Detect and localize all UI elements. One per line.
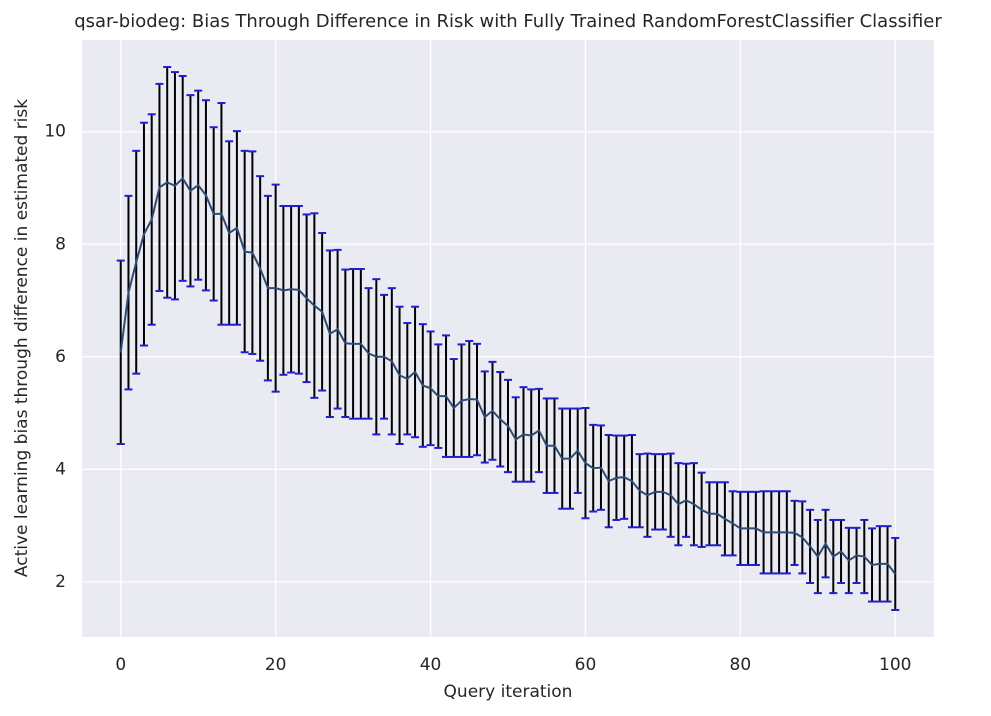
- y-axis-label: Active learning bias through difference …: [12, 99, 32, 577]
- x-tick-label: 60: [575, 655, 597, 675]
- y-tick-label: 8: [55, 234, 66, 254]
- x-tick-label: 0: [115, 655, 126, 675]
- chart-title: qsar-biodeg: Bias Through Difference in …: [74, 11, 942, 32]
- x-tick-label: 40: [420, 655, 442, 675]
- plot-area: [82, 40, 934, 637]
- y-tick-label: 4: [55, 459, 66, 479]
- line: [119, 176, 897, 575]
- x-tick-label: 20: [265, 655, 287, 675]
- x-axis-label: Query iteration: [444, 682, 573, 702]
- x-tick-label: 100: [879, 655, 911, 675]
- y-tick-label: 10: [44, 122, 66, 142]
- y-tick-label: 6: [55, 347, 66, 367]
- y-tick-label: 2: [55, 572, 66, 592]
- x-tick-label: 80: [730, 655, 752, 675]
